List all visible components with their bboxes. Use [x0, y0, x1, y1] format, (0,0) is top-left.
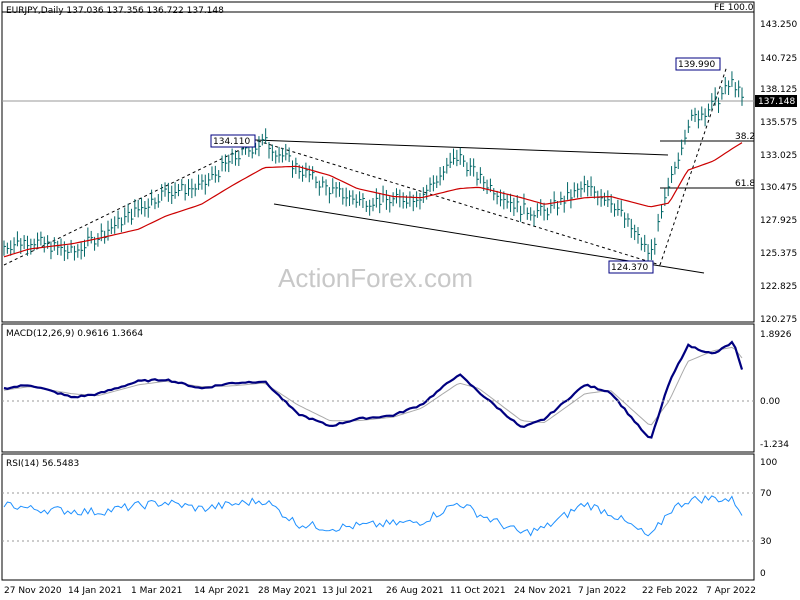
price-yaxis: 143.250 140.725 138.125 135.575 133.025 …	[760, 20, 797, 325]
x-tick-label: 13 Jul 2021	[322, 586, 373, 596]
svg-text:139.990: 139.990	[678, 60, 715, 70]
price-tick: 135.575	[760, 118, 797, 128]
macd-tick: 1.8926	[760, 330, 792, 340]
trendlines	[2, 11, 754, 274]
rsi-yaxis: 100 70 30 0	[760, 458, 777, 579]
x-tick-label: 7 Jan 2022	[578, 586, 626, 596]
price-tick: 120.275	[760, 315, 797, 325]
callout-high-2022: 139.990	[675, 57, 721, 71]
x-tick-label: 14 Apr 2021	[194, 586, 250, 596]
x-tick-label: 1 Mar 2021	[131, 586, 182, 596]
svg-text:137.148: 137.148	[758, 97, 795, 107]
x-tick-label: 7 Apr 2022	[706, 586, 756, 596]
dashed-rise-2022	[659, 65, 728, 266]
x-tick-label: 22 Feb 2022	[642, 586, 698, 596]
rsi-tick: 30	[760, 537, 772, 547]
rsi-tick: 70	[760, 489, 772, 499]
macd-line	[3, 340, 744, 439]
macd-tick: -1.234	[760, 440, 789, 450]
macd-yaxis: 1.8926 0.00 -1.234	[760, 330, 792, 450]
price-tick: 130.475	[760, 183, 797, 193]
ma-line	[3, 142, 743, 258]
x-tick-label: 26 Aug 2021	[386, 586, 444, 596]
x-tick-label: 14 Jan 2021	[68, 586, 122, 596]
fib-618-label: 61.8	[735, 179, 755, 189]
watermark: ActionForex.com	[278, 263, 473, 293]
dashed-fall-2021	[257, 140, 661, 266]
price-tick: 140.725	[760, 54, 797, 64]
rsi-tick: 100	[760, 458, 777, 468]
channel-upper-line	[254, 139, 669, 156]
price-bars	[3, 71, 744, 261]
price-header: EURJPY,Daily 137.036 137.356 136.722 137…	[6, 6, 224, 16]
callout-high-2021: 134.110	[210, 134, 256, 148]
price-tick: 127.925	[760, 216, 797, 226]
fib-382-label: 38.2	[735, 132, 755, 142]
rsi-line	[3, 495, 743, 537]
svg-text:134.110: 134.110	[213, 137, 250, 147]
rsi-tick: 0	[760, 569, 766, 579]
x-tick-label: 27 Nov 2020	[4, 586, 62, 596]
x-axis: 27 Nov 2020 14 Jan 2021 1 Mar 2021 14 Ap…	[4, 586, 756, 596]
price-tick: 133.025	[760, 151, 797, 161]
price-tick: 138.125	[760, 85, 797, 95]
macd-tick: 0.00	[760, 397, 780, 407]
price-tick: 122.825	[760, 282, 797, 292]
macd-header: MACD(12,26,9) 0.9616 1.3664	[6, 329, 143, 339]
last-price-badge: 137.148	[755, 95, 797, 107]
svg-text:124.370: 124.370	[611, 263, 648, 273]
dashed-rise-2021	[3, 140, 259, 266]
rsi-header: RSI(14) 56.5483	[6, 459, 79, 469]
macd-signal-line	[3, 346, 743, 426]
x-tick-label: 11 Oct 2021	[450, 586, 506, 596]
x-tick-label: 28 May 2021	[258, 586, 317, 596]
callout-low-2022: 124.370	[608, 260, 654, 274]
price-tick: 125.375	[760, 249, 797, 259]
fe-100-label: FE 100.0	[714, 3, 754, 13]
x-tick-label: 24 Nov 2021	[514, 586, 572, 596]
rsi-panel	[1, 453, 755, 581]
price-tick: 143.250	[760, 20, 797, 30]
